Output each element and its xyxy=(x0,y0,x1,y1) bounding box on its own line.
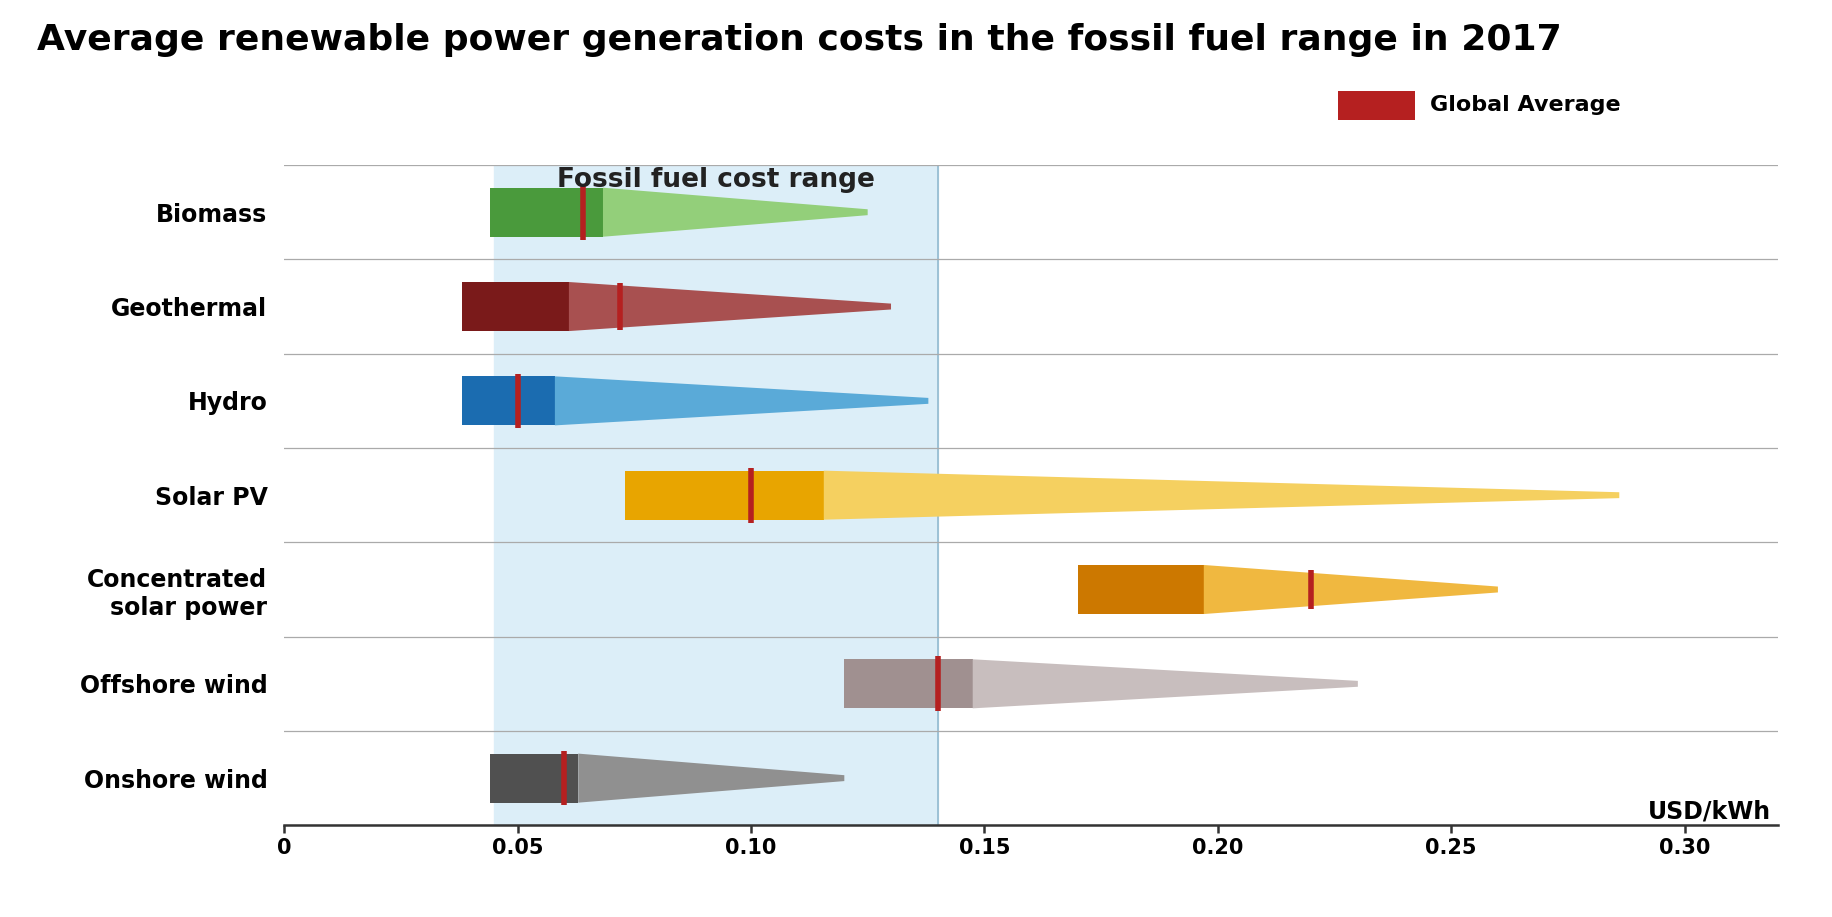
Polygon shape xyxy=(568,282,890,331)
Polygon shape xyxy=(823,470,1618,520)
Text: Global Average: Global Average xyxy=(1429,95,1619,116)
Polygon shape xyxy=(489,188,603,237)
Polygon shape xyxy=(845,659,973,708)
Polygon shape xyxy=(1077,565,1204,614)
Polygon shape xyxy=(603,188,867,237)
Polygon shape xyxy=(973,659,1358,708)
Text: IRENA: IRENA xyxy=(1673,867,1768,895)
Text: USD/kWh: USD/kWh xyxy=(1647,799,1770,823)
Polygon shape xyxy=(489,754,577,802)
Polygon shape xyxy=(625,470,823,520)
Text: Fossil fuel cost range: Fossil fuel cost range xyxy=(557,167,874,193)
Polygon shape xyxy=(462,282,568,331)
Polygon shape xyxy=(1204,565,1497,614)
Text: International Renewable Energy Agency: International Renewable Energy Agency xyxy=(1544,898,1768,908)
Bar xyxy=(495,165,938,825)
Polygon shape xyxy=(462,376,555,425)
Text: Average renewable power generation costs in the fossil fuel range in 2017: Average renewable power generation costs… xyxy=(37,23,1561,57)
Polygon shape xyxy=(577,754,845,802)
Text: www.irena.org: www.irena.org xyxy=(22,875,170,893)
Polygon shape xyxy=(555,376,927,425)
